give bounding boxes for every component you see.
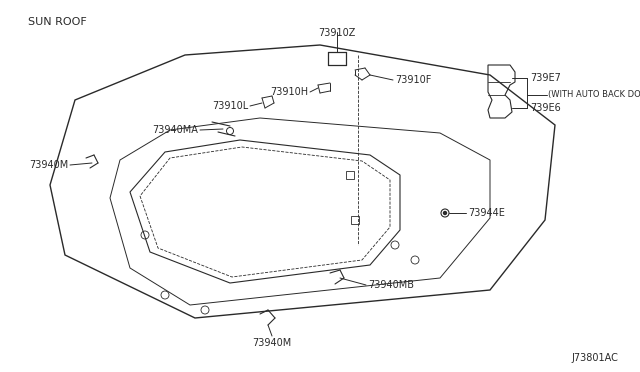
Text: (WITH AUTO BACK DOOR): (WITH AUTO BACK DOOR) [548, 90, 640, 99]
Text: 739E6: 739E6 [530, 103, 561, 113]
Text: 73940M: 73940M [29, 160, 68, 170]
Circle shape [444, 212, 447, 215]
Text: 73910Z: 73910Z [318, 28, 356, 38]
Text: J73801AC: J73801AC [571, 353, 618, 363]
Text: 739E7: 739E7 [530, 73, 561, 83]
Text: 73910F: 73910F [395, 75, 431, 85]
Text: 73944E: 73944E [468, 208, 505, 218]
Bar [351, 216, 359, 224]
Text: 73910L: 73910L [212, 101, 248, 111]
Bar [346, 171, 354, 179]
Text: SUN ROOF: SUN ROOF [28, 17, 87, 27]
Text: 73940MA: 73940MA [152, 125, 198, 135]
Text: 73940MB: 73940MB [368, 280, 414, 290]
Text: 73940M: 73940M [252, 338, 292, 348]
Text: 73910H: 73910H [270, 87, 308, 97]
